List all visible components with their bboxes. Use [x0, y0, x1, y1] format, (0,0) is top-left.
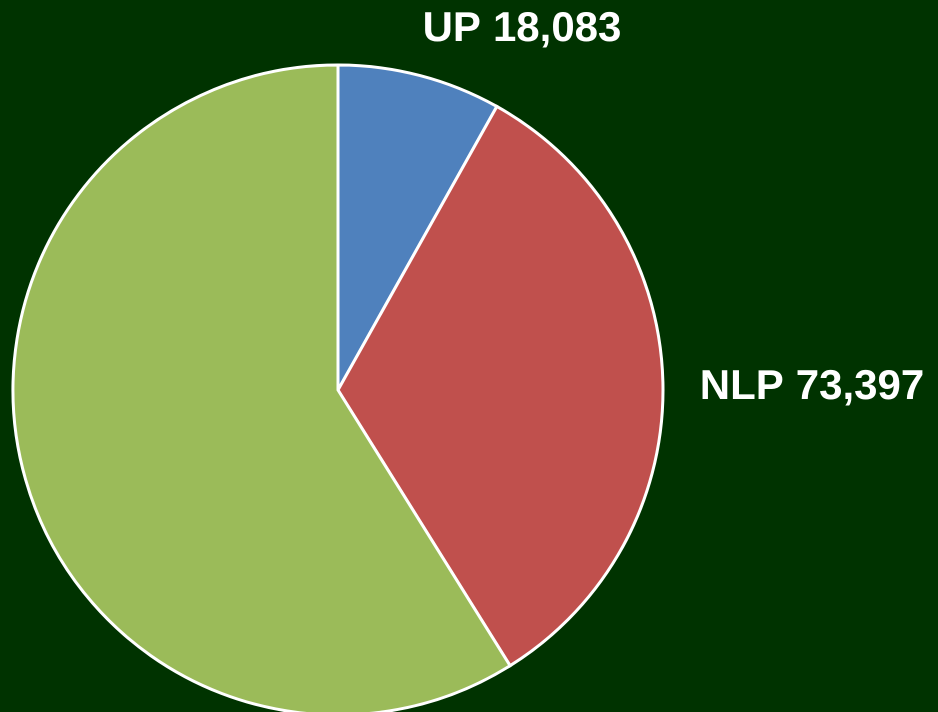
value-label: 73,397 [796, 361, 924, 408]
value-label: 18,083 [493, 3, 621, 50]
pie-slice [336, 104, 665, 668]
pie-slice [11, 63, 513, 712]
slice-label: NLP 73,397 [700, 361, 924, 408]
pie-slice [336, 63, 499, 396]
slice-label: UP 18,083 [423, 3, 622, 50]
category-label: NLP [700, 361, 784, 408]
category-label: UP [423, 3, 481, 50]
